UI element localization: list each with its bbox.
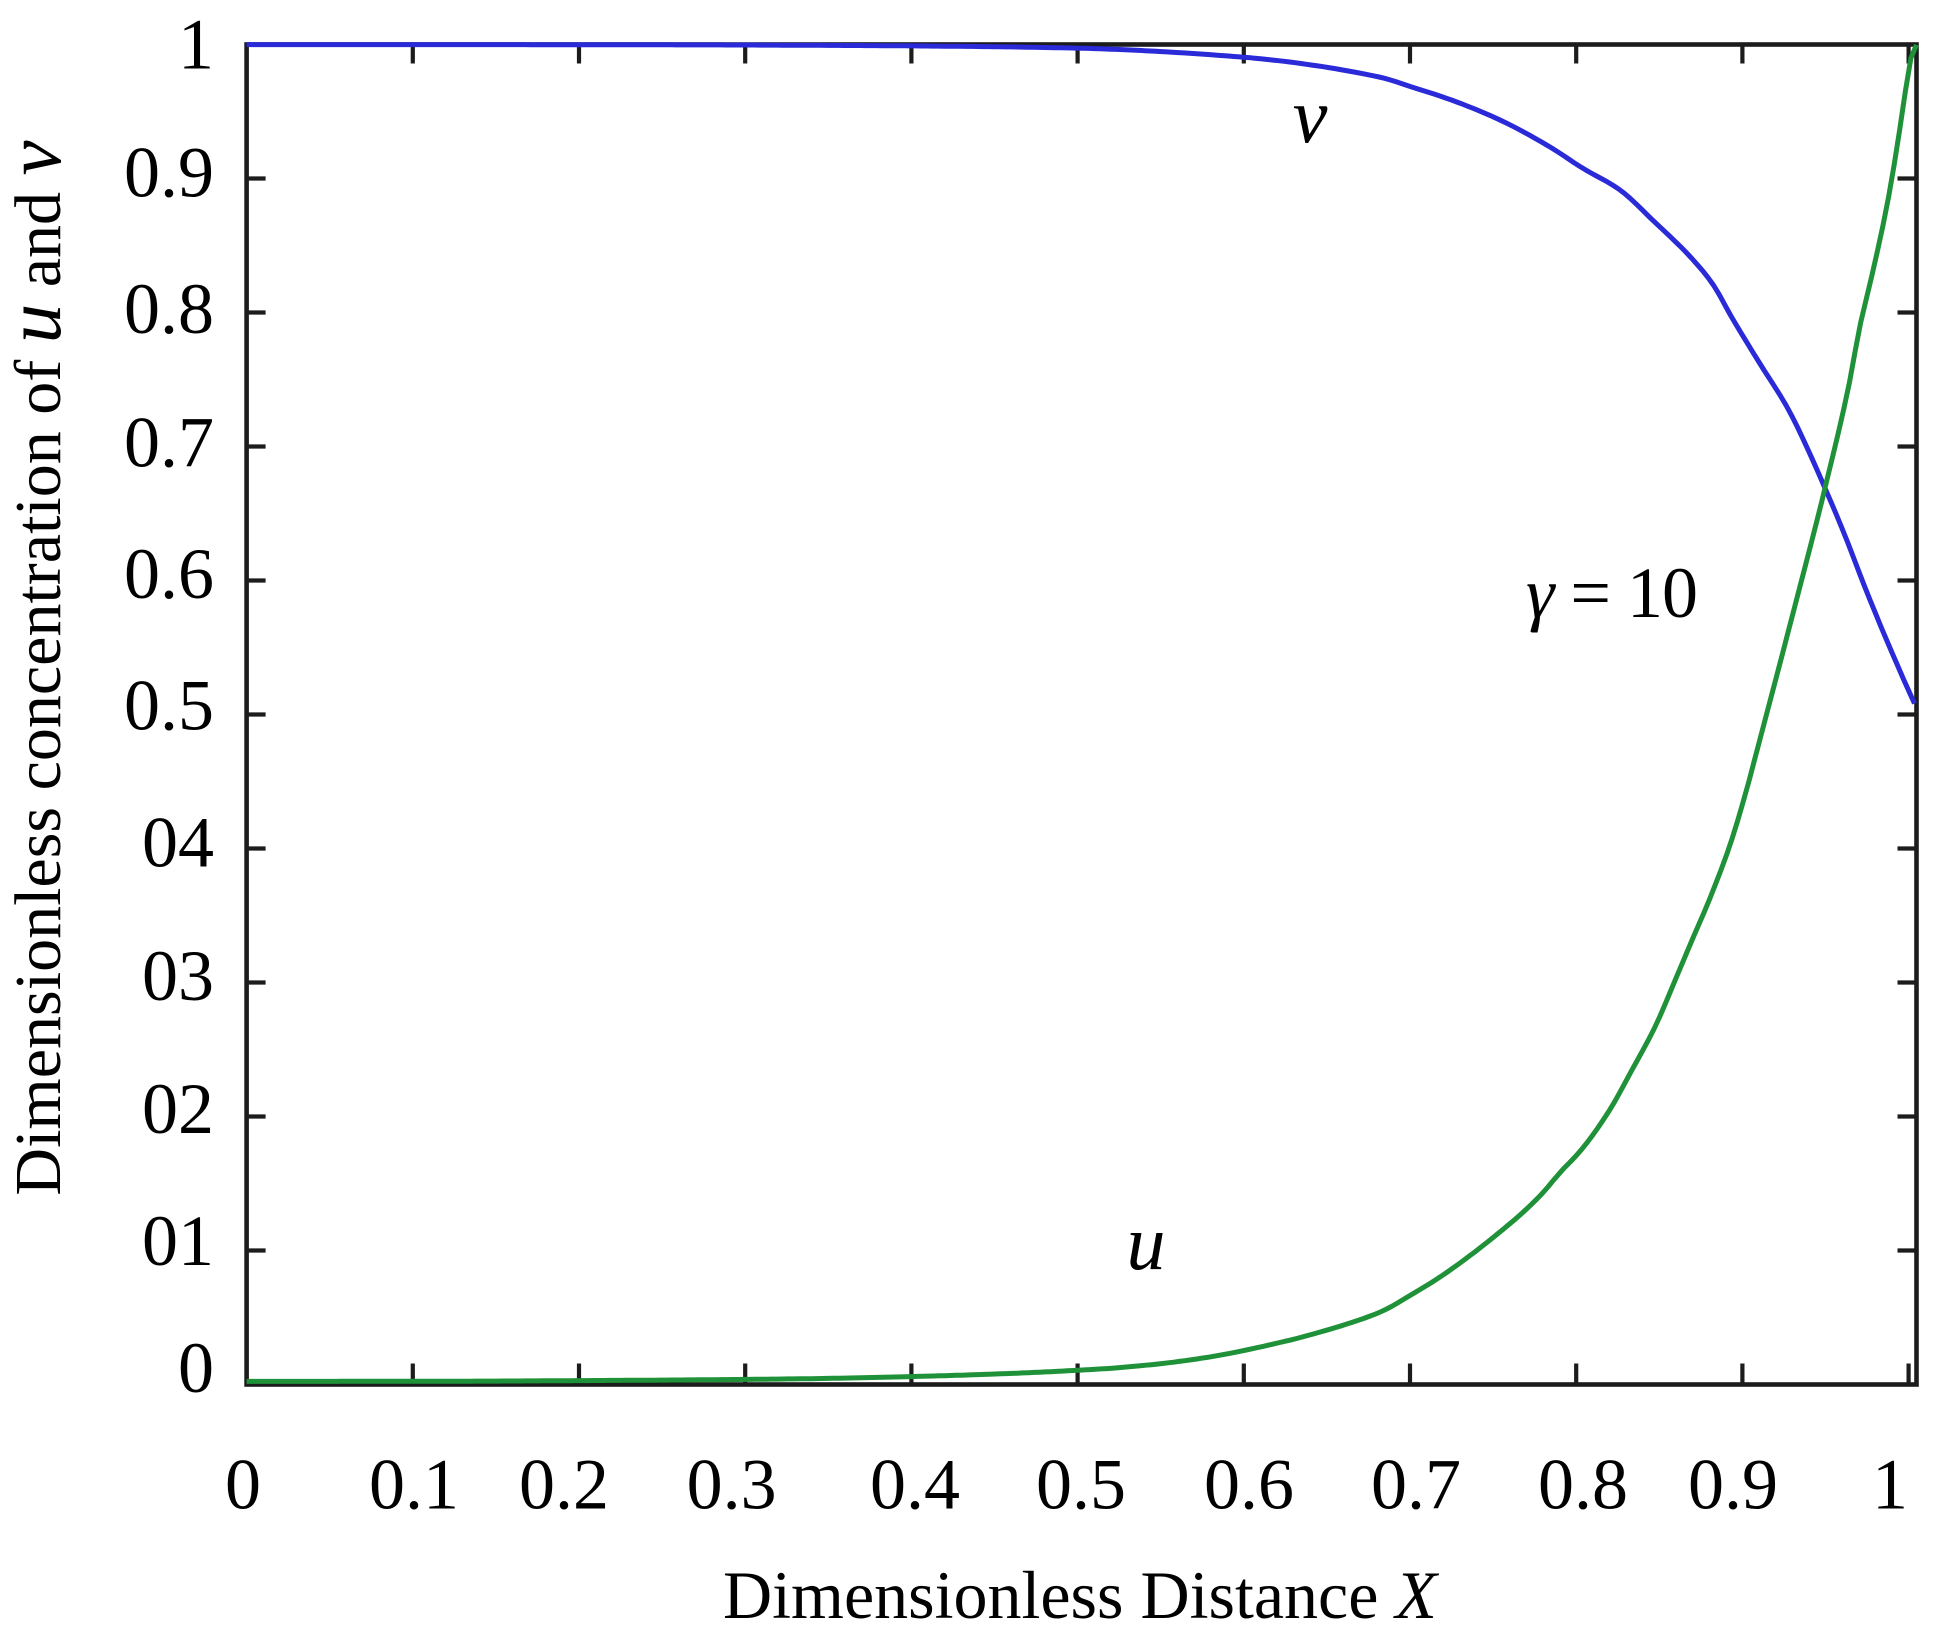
svg-text:u: u [1127, 1199, 1166, 1286]
svg-text:01: 01 [142, 1201, 214, 1281]
svg-text:0.7: 0.7 [124, 403, 214, 483]
svg-text:0.8: 0.8 [1538, 1445, 1628, 1525]
svg-text:0.7: 0.7 [1371, 1445, 1461, 1525]
svg-text:0.8: 0.8 [124, 269, 214, 349]
svg-text:0.5: 0.5 [124, 666, 214, 746]
svg-text:v: v [1293, 72, 1328, 159]
svg-text:0.3: 0.3 [687, 1445, 777, 1525]
svg-text:1: 1 [1872, 1445, 1908, 1525]
svg-text:Dimensionless concentration of: Dimensionless concentration of u and v [0, 139, 78, 1195]
svg-text:1: 1 [178, 5, 214, 85]
svg-text:0: 0 [225, 1445, 261, 1525]
svg-text:0.6: 0.6 [124, 534, 214, 614]
svg-text:0.9: 0.9 [1688, 1445, 1778, 1525]
svg-text:0.6: 0.6 [1204, 1445, 1294, 1525]
svg-text:03: 03 [142, 936, 214, 1016]
svg-text:02: 02 [142, 1069, 214, 1149]
svg-text:0.2: 0.2 [519, 1445, 609, 1525]
svg-text:0: 0 [178, 1328, 214, 1408]
svg-text:0.9: 0.9 [124, 133, 214, 213]
svg-text:0.4: 0.4 [870, 1445, 960, 1525]
svg-text:0.5: 0.5 [1036, 1445, 1126, 1525]
svg-text:0.1: 0.1 [369, 1445, 459, 1525]
svg-text:04: 04 [142, 803, 214, 883]
svg-text:Dimensionless Distance X: Dimensionless Distance X [723, 1557, 1439, 1631]
svg-text:γ = 10: γ = 10 [1526, 553, 1697, 633]
